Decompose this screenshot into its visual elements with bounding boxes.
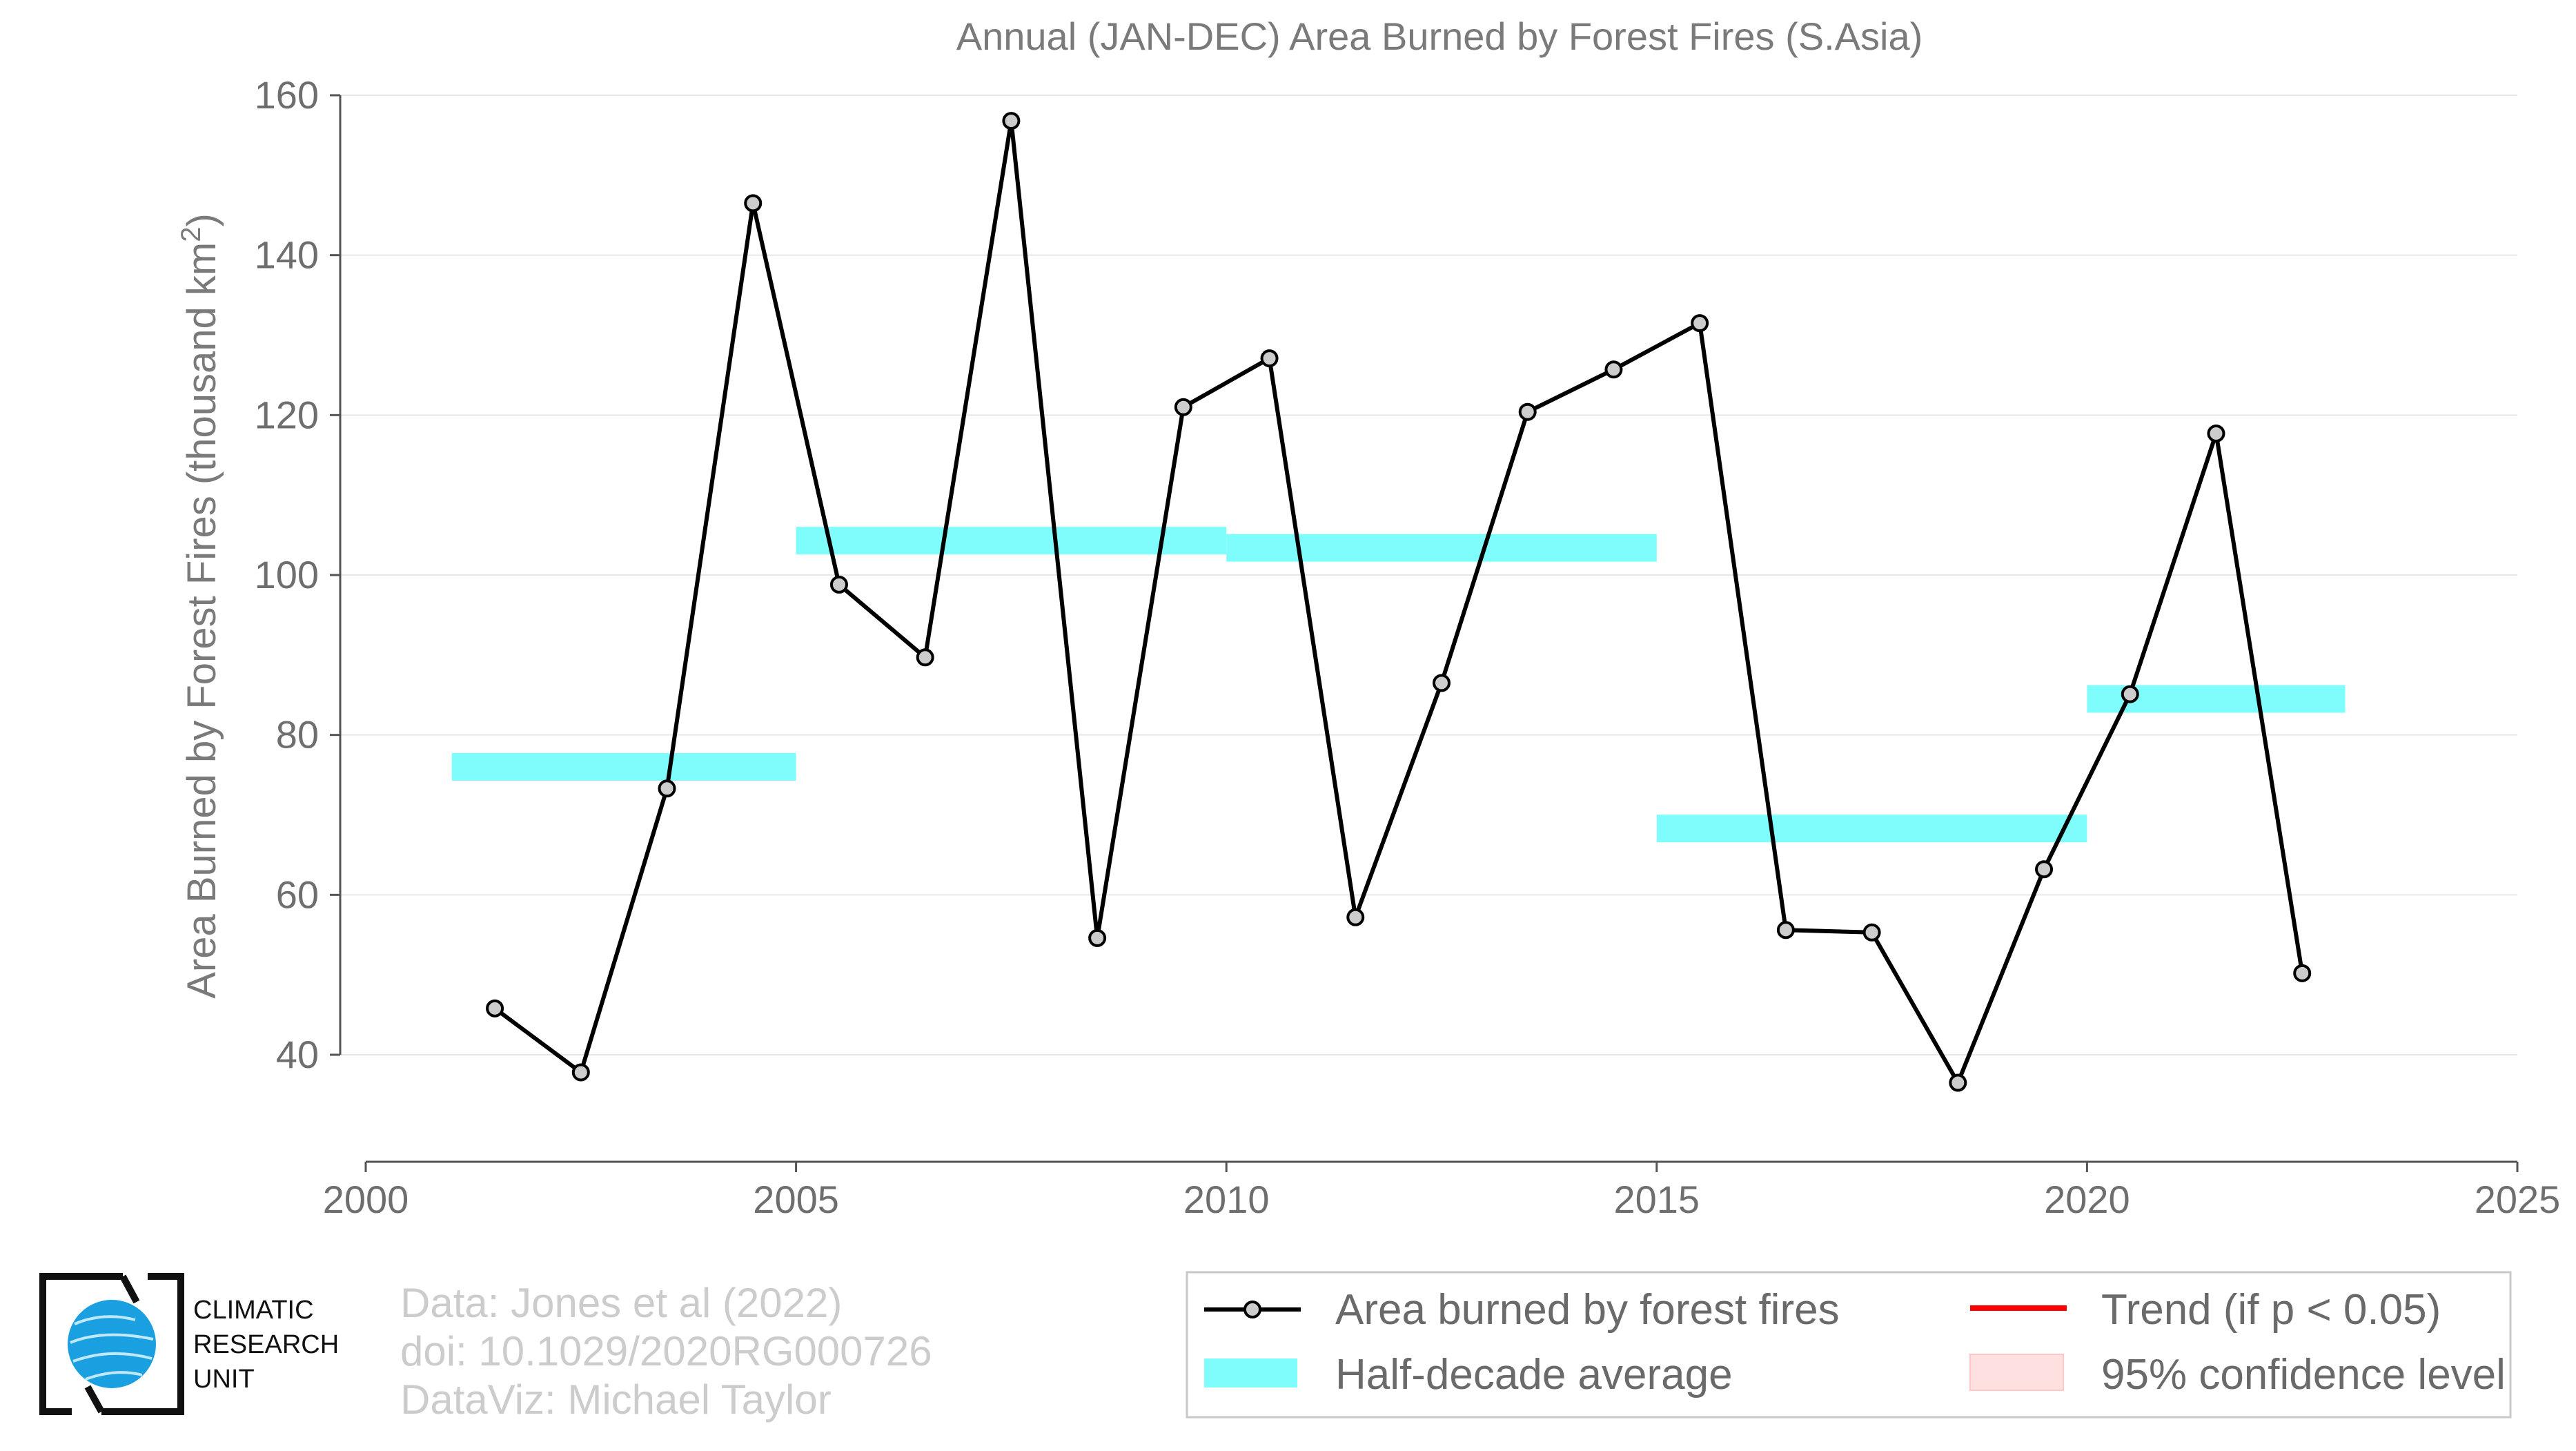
globe-icon xyxy=(68,1300,156,1388)
x-tick-label-2005: 2005 xyxy=(753,1178,839,1221)
legend-label-band: Half-decade average xyxy=(1335,1351,1733,1399)
legend-frame xyxy=(1186,1271,2512,1419)
x-tick-label-2000: 2000 xyxy=(323,1178,409,1221)
y-tick-label-40: 40 xyxy=(276,1033,319,1076)
legend-label-ci: 95% confidence level xyxy=(2101,1351,2506,1399)
legend-ci-swatch xyxy=(1969,1354,2064,1391)
y-tick-label-60: 60 xyxy=(276,873,319,916)
data-point-2016.5 xyxy=(1776,921,1795,939)
series-markers xyxy=(486,112,2312,1092)
data-point-2017.5 xyxy=(1862,923,1881,942)
half-decade-band-3 xyxy=(1656,815,2087,843)
data-point-2005.5 xyxy=(829,575,848,594)
chart-title: Annual (JAN-DEC) Area Burned by Forest F… xyxy=(956,14,1923,58)
credit-dataviz: DataViz: Michael Taylor xyxy=(400,1376,832,1423)
y-axis-label-text: Area Burned by Forest Fires (thousand km xyxy=(179,242,224,999)
cru-logo: CLIMATIC RESEARCH UNIT xyxy=(39,1273,339,1415)
half-decade-band-2 xyxy=(1226,534,1657,562)
logo-bracket xyxy=(39,1273,184,1415)
data-point-2002.5 xyxy=(571,1063,590,1082)
y-tick-label-80: 80 xyxy=(276,713,319,757)
logo-slash-bottom xyxy=(84,1385,105,1414)
data-point-2020.5 xyxy=(2121,685,2139,703)
half-decade-band-1 xyxy=(796,527,1227,555)
half-decade-bands xyxy=(451,527,2346,843)
data-point-2006.5 xyxy=(916,648,934,667)
data-point-2001.5 xyxy=(486,999,504,1017)
data-point-2011.5 xyxy=(1346,908,1365,926)
data-point-2022.5 xyxy=(2293,964,2312,982)
data-point-2008.5 xyxy=(1088,928,1107,947)
credits: Data: Jones et al (2022) doi: 10.1029/20… xyxy=(400,1280,932,1423)
x-tick-label-2015: 2015 xyxy=(1614,1178,1700,1221)
legend-label-trend: Trend (if p < 0.05) xyxy=(2101,1286,2441,1334)
data-point-2018.5 xyxy=(1949,1073,1967,1092)
data-point-2007.5 xyxy=(1002,112,1021,130)
grid-lines xyxy=(340,95,2517,1055)
x-tick-labels: 2000 2005 2010 2015 2020 2025 xyxy=(323,1162,2561,1221)
credit-data: Data: Jones et al (2022) xyxy=(400,1280,842,1326)
legend: Area burned by forest fires Trend (if p … xyxy=(1186,1271,2512,1419)
data-point-2021.5 xyxy=(2207,424,2225,442)
data-point-2010.5 xyxy=(1260,349,1279,368)
y-axis-label-close: ) xyxy=(179,213,224,226)
data-point-2003.5 xyxy=(658,779,676,798)
data-point-2012.5 xyxy=(1433,674,1451,692)
y-tick-label-160: 160 xyxy=(255,73,319,117)
series-line-area-burned xyxy=(493,119,2305,1085)
data-point-2014.5 xyxy=(1604,360,1623,379)
y-tick-label-120: 120 xyxy=(255,393,319,436)
legend-band-swatch xyxy=(1204,1359,1297,1387)
series-line xyxy=(493,119,2305,1085)
credit-doi: doi: 10.1029/2020RG000726 xyxy=(400,1328,932,1374)
legend-marker-swatch xyxy=(1243,1301,1261,1318)
data-point-2009.5 xyxy=(1174,398,1192,416)
legend-label-series: Area burned by forest fires xyxy=(1335,1286,1840,1334)
y-tick-labels: 40 60 80 100 120 140 160 xyxy=(255,73,340,1076)
data-point-2015.5 xyxy=(1691,314,1709,333)
logo-text-climatic: CLIMATIC xyxy=(193,1296,314,1325)
globe-icon-swirl xyxy=(70,1315,154,1381)
data-point-2019.5 xyxy=(2035,860,2054,879)
data-point-2013.5 xyxy=(1518,402,1537,421)
x-tick-label-2020: 2020 xyxy=(2044,1178,2130,1221)
logo-text-unit: UNIT xyxy=(193,1365,255,1394)
y-tick-label-100: 100 xyxy=(255,553,319,596)
y-tick-label-140: 140 xyxy=(255,233,319,277)
y-axis-label-superscript: 2 xyxy=(176,227,206,242)
y-axis-label: Area Burned by Forest Fires (thousand km… xyxy=(176,213,224,999)
logo-slash-top xyxy=(119,1274,140,1304)
x-tick-label-2025: 2025 xyxy=(2475,1178,2561,1221)
half-decade-band-0 xyxy=(451,753,796,781)
data-point-2004.5 xyxy=(744,194,763,213)
logo-text-research: RESEARCH xyxy=(193,1330,339,1359)
x-tick-label-2010: 2010 xyxy=(1183,1178,1270,1221)
